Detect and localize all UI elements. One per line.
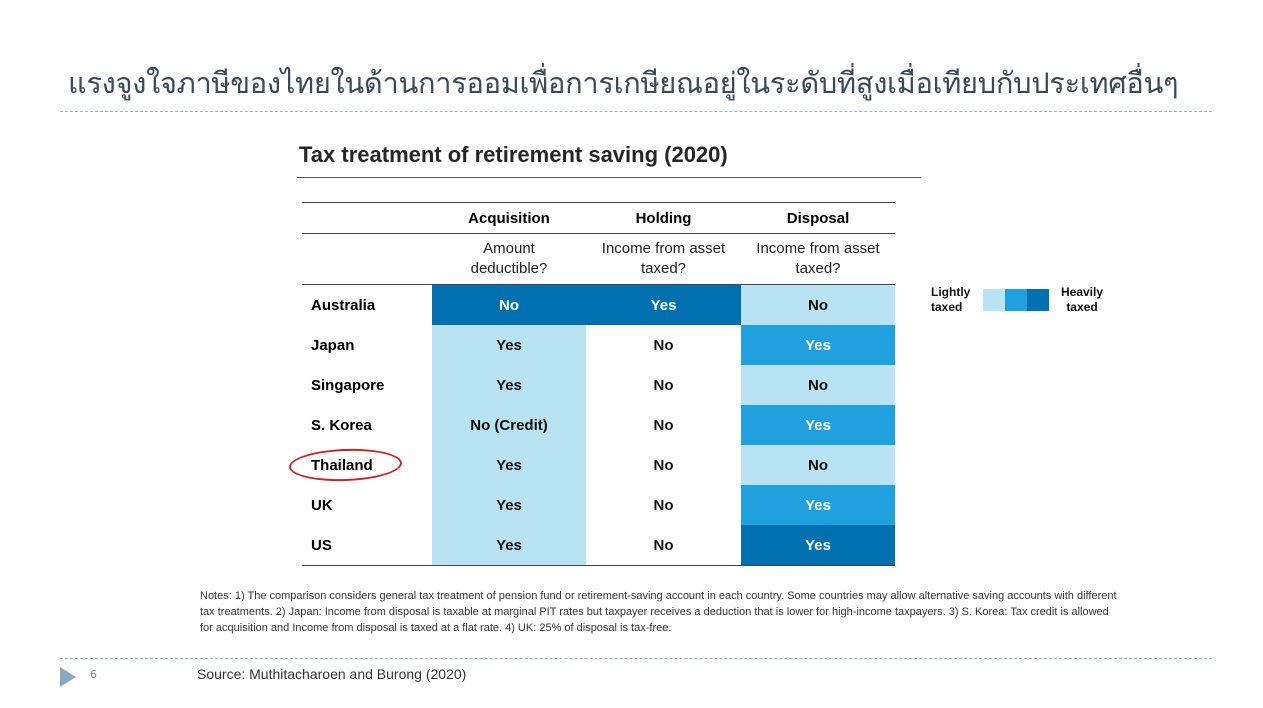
subheader-blank [302, 233, 432, 285]
legend-swatch-light [983, 289, 1005, 311]
legend-left-line1: Lightly [931, 285, 971, 299]
source-citation: Source: Muthitacharoen and Burong (2020) [197, 666, 467, 682]
header-acquisition: Acquisition [432, 202, 586, 234]
tax-cell: Yes [432, 445, 586, 485]
tax-cell: No [586, 485, 741, 525]
tax-cell: No [586, 525, 741, 566]
tax-cell: Yes [432, 365, 586, 405]
table-row: Japan Yes No Yes [302, 325, 895, 365]
subheader-acquisition-line2: deductible? [470, 260, 548, 277]
legend-right-line1: Heavily [1060, 285, 1104, 299]
tax-cell: No [586, 405, 741, 445]
table-row: Australia No Yes No [302, 284, 895, 325]
subheader-acquisition: Amount deductible? [432, 233, 586, 285]
tax-cell: No [741, 284, 895, 325]
subheader-holding-line2: taxed? [640, 260, 687, 277]
header-disposal: Disposal [741, 202, 895, 234]
title-divider [60, 111, 1212, 112]
footnotes: Notes: 1) The comparison considers gener… [200, 590, 1117, 634]
slide-title: แรงจูงใจภาษีของไทยในด้านการออมเพื่อการเก… [68, 66, 1179, 100]
tax-cell: Yes [432, 525, 586, 566]
subheader-disposal-line2: taxed? [795, 260, 841, 277]
table-row: US Yes No Yes [302, 525, 895, 566]
subheader-disposal-line1: Income from asset [756, 240, 880, 257]
tax-cell: No [586, 365, 741, 405]
country-label: Singapore [311, 376, 385, 394]
legend-right-line2: taxed [1066, 300, 1098, 314]
tax-cell: No [586, 445, 741, 485]
table-body: Australia No Yes No Japan Yes No Yes Singapore Ye… [302, 284, 895, 566]
tax-cell: Yes [432, 485, 586, 525]
legend-swatch-heavy [1027, 289, 1049, 311]
table-row: S. Korea No (Credit) No Yes [302, 405, 895, 445]
tax-cell: Yes [432, 325, 586, 365]
subheader-acquisition-line1: Amount [483, 240, 535, 257]
tax-cell: No [741, 365, 895, 405]
tax-cell: No [432, 284, 586, 325]
country-label: UK [311, 496, 333, 514]
table-subheader-row: Amount deductible? Income from asset tax… [302, 233, 895, 285]
country-label: Thailand [311, 456, 373, 474]
legend-left-line2: taxed [931, 300, 963, 314]
table-row: Thailand Yes No No [302, 445, 895, 485]
tax-cell: Yes [741, 485, 895, 525]
legend-lightly-taxed: Lightly taxed [931, 285, 970, 315]
table-row: UK Yes No Yes [302, 485, 895, 525]
tax-cell: No (Credit) [432, 405, 586, 445]
table-header-row: Acquisition Holding Disposal [302, 202, 895, 234]
tax-cell: No [586, 325, 741, 365]
country-label: S. Korea [311, 416, 372, 434]
play-arrow-icon [60, 667, 76, 687]
legend-swatch-medium [1005, 289, 1027, 311]
page-number: 6 [90, 668, 97, 681]
legend-heavily-taxed: Heavily taxed [1058, 285, 1106, 315]
header-holding: Holding [586, 202, 741, 234]
table-heading: Tax treatment of retirement saving (2020… [299, 142, 728, 167]
table-heading-rule [297, 177, 921, 178]
subheader-holding-line1: Income from asset [601, 240, 726, 257]
footer-divider [60, 658, 1212, 659]
country-label: Australia [311, 296, 376, 314]
tax-cell: Yes [741, 325, 895, 365]
tax-cell: Yes [741, 405, 895, 445]
country-label: Japan [311, 336, 355, 354]
tax-treatment-table: Acquisition Holding Disposal Amount dedu… [302, 202, 895, 566]
table-row: Singapore Yes No No [302, 365, 895, 405]
subheader-disposal: Income from asset taxed? [741, 233, 895, 285]
country-label: US [302, 525, 432, 566]
tax-cell: Yes [741, 525, 895, 566]
header-country-blank [302, 202, 432, 234]
tax-cell: No [741, 445, 895, 485]
subheader-holding: Income from asset taxed? [586, 233, 741, 285]
tax-cell: Yes [586, 284, 741, 325]
